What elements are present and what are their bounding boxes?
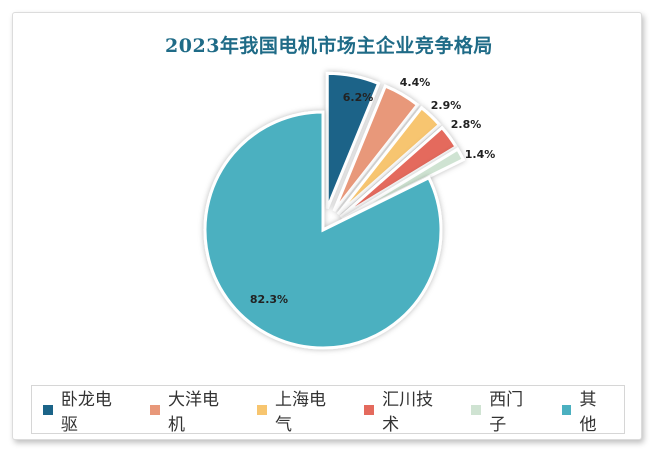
data-label-1: 6.2% [343,91,374,104]
legend-swatch [364,404,375,415]
legend-swatch [257,404,268,415]
legend-label: 大洋电机 [167,389,219,435]
legend-label: 汇川技术 [382,389,434,435]
legend-label: 上海电气 [275,389,327,435]
legend-swatch [471,404,482,415]
data-label-5: 1.4% [465,148,496,161]
legend-label: 卧龙电驱 [60,389,112,435]
legend-label: 其他 [579,389,597,435]
pie-slice-3 [336,105,442,216]
data-label-2: 4.4% [400,76,431,89]
legend-swatch [43,404,53,415]
pie-slice-5 [341,147,466,221]
legend-item-6: 其他 [561,385,613,435]
pie-slice-1 [325,71,381,209]
legend-item-3: 上海电气 [257,385,342,435]
legend-swatch [150,404,160,415]
data-label-4: 2.8% [451,118,482,131]
data-label-6: 82.3% [250,293,288,306]
legend-item-1: 卧龙电驱 [43,385,128,435]
legend-item-2: 大洋电机 [150,385,235,435]
legend-item-4: 汇川技术 [364,385,449,435]
legend-swatch [561,404,572,415]
pie-slice-2 [332,84,420,212]
legend-label: 西门子 [489,389,524,435]
legend-item-5: 西门子 [471,385,539,435]
pie-slice-6 [203,110,443,350]
legend: 卧龙电驱 大洋电机 上海电气 汇川技术 西门子 其他 [31,385,625,435]
data-label-3: 2.9% [431,99,462,112]
pie-slice-4 [339,125,459,219]
chart-title: 2023年我国电机市场主企业竞争格局 [165,35,493,57]
